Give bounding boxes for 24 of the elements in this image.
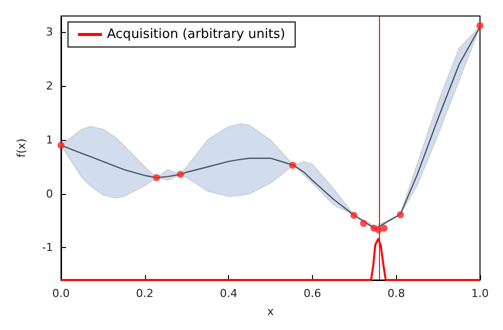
point (380, 224, 388, 232)
x-tick-label: 0.6 (304, 287, 322, 300)
y-tick-label: 2 (46, 80, 53, 93)
y-axis-title: f(x) (15, 138, 28, 158)
point (476, 22, 484, 30)
point (289, 162, 296, 169)
x-tick-label: 1.0 (471, 287, 489, 300)
point (350, 212, 358, 219)
point (360, 220, 368, 227)
point (153, 174, 160, 182)
point (375, 226, 382, 234)
x-tick-label: 0.0 (52, 287, 70, 300)
x-tick-label: 0.2 (136, 287, 154, 300)
x-tick-label: 0.4 (220, 287, 238, 300)
y-tick-label: 1 (46, 133, 53, 146)
x-axis-title: x (267, 305, 274, 318)
point (396, 211, 404, 218)
x-tick-label: 0.8 (387, 287, 405, 300)
point (58, 142, 64, 149)
y-tick-label: 0 (46, 187, 53, 200)
point (176, 170, 184, 178)
legend-label: Acquisition (arbitrary units) (107, 27, 286, 42)
y-tick-label: 3 (46, 26, 53, 39)
y-tick-label: -1 (42, 241, 53, 254)
